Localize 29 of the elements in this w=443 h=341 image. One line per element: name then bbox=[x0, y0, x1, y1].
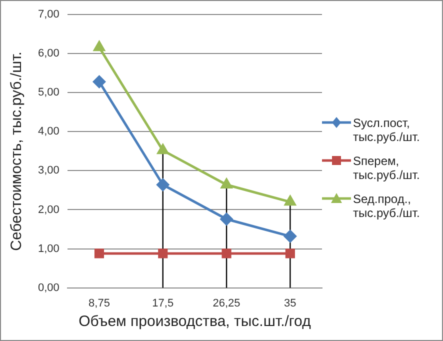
x-tick-label: 26,25 bbox=[212, 297, 240, 310]
x-tick-label: 17,5 bbox=[152, 297, 174, 310]
point bbox=[285, 248, 295, 258]
point bbox=[158, 248, 168, 258]
y-tick-label: 6,00 bbox=[38, 48, 60, 60]
legend-label: Sед.прод., тыс.руб./шт. bbox=[353, 192, 421, 220]
y-tick-label: 3,00 bbox=[38, 164, 60, 177]
point bbox=[156, 178, 170, 192]
point bbox=[220, 212, 233, 226]
y-tick-label: 7,00 bbox=[38, 8, 60, 21]
x-axis-title: Объем производства, тыс.шт./год bbox=[78, 313, 312, 330]
y-tick-label: 4,00 bbox=[38, 126, 60, 138]
x-tick-label: 35 bbox=[284, 297, 296, 310]
y-tick-label: 5,00 bbox=[38, 86, 60, 99]
y-tick-label: 1,00 bbox=[38, 242, 60, 255]
point bbox=[157, 144, 168, 154]
legend-label: Sусл.пост, тыс.руб./шт. bbox=[353, 116, 421, 144]
point bbox=[284, 230, 296, 243]
y-axis-title: Себестоимость, тыс.руб./шт. bbox=[8, 52, 26, 251]
point bbox=[94, 248, 104, 258]
point bbox=[284, 196, 296, 206]
y-tick-label: 0,00 bbox=[38, 282, 60, 294]
point bbox=[220, 178, 232, 189]
legend-label: Sперем, тыс.руб./шт. bbox=[353, 154, 421, 182]
point bbox=[92, 75, 106, 88]
point bbox=[94, 41, 105, 52]
y-tick-label: 2,00 bbox=[38, 204, 60, 216]
point bbox=[222, 248, 232, 258]
x-tick-label: 8,75 bbox=[88, 297, 110, 310]
